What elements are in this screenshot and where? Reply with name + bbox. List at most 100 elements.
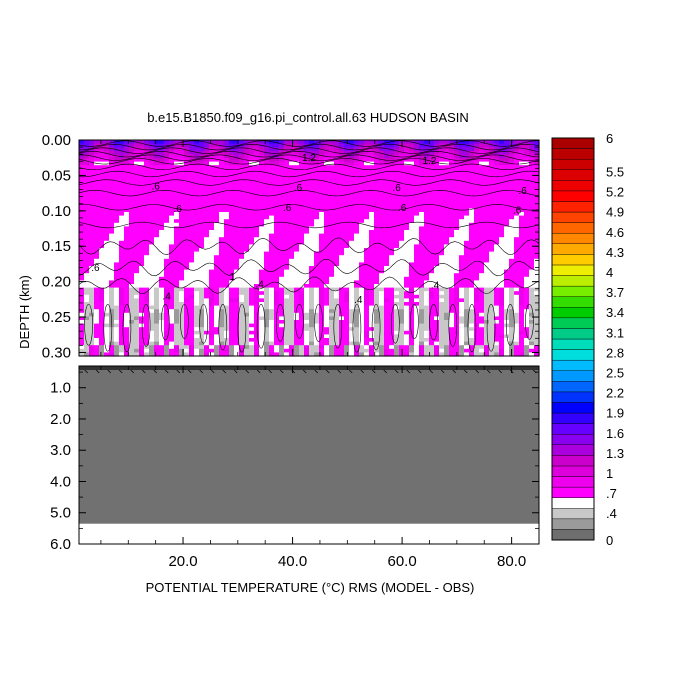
field-cell: [124, 161, 130, 166]
field-cell: [79, 248, 85, 253]
field-cell: [274, 226, 280, 231]
field-cell: [444, 190, 450, 195]
field-cell: [134, 280, 140, 285]
field-cell: [84, 190, 90, 195]
field-cell: [294, 327, 300, 332]
field-cell: [454, 226, 460, 231]
field-cell: [199, 262, 205, 267]
field-cell: [99, 172, 105, 177]
field-cell: [89, 186, 95, 191]
field-cell: [129, 179, 135, 184]
field-cell: [404, 168, 410, 173]
field-cell: [319, 248, 325, 253]
field-cell: [354, 345, 360, 350]
field-cell: [414, 215, 420, 220]
field-cell: [434, 186, 440, 191]
field-cell: [219, 176, 225, 181]
field-cell: [99, 204, 105, 209]
field-cell: [409, 233, 415, 238]
field-cell: [294, 176, 300, 181]
field-cell: [214, 226, 220, 231]
field-cell: [484, 215, 490, 220]
field-cell: [199, 327, 205, 332]
field-cell: [199, 244, 205, 249]
field-cell: [489, 273, 495, 278]
field-cell: [379, 226, 385, 231]
field-cell: [279, 143, 285, 148]
field-cell: [314, 266, 320, 271]
field-cell: [329, 345, 335, 350]
field-cell: [359, 341, 365, 346]
field-cell: [394, 280, 400, 285]
field-cell: [304, 154, 310, 159]
field-cell: [259, 284, 265, 289]
field-cell: [349, 168, 355, 173]
field-cell: [444, 233, 450, 238]
field-cell: [104, 179, 110, 184]
field-cell: [169, 255, 175, 260]
field-cell: [469, 183, 475, 188]
field-cell: [394, 204, 400, 209]
field-cell: [229, 276, 235, 281]
field-cell: [114, 269, 120, 274]
field-cell: [94, 269, 100, 274]
field-cell: [234, 305, 240, 310]
field-cell: [459, 215, 465, 220]
field-cell: [469, 316, 475, 321]
field-cell: [129, 143, 135, 148]
field-cell: [484, 316, 490, 321]
field-cell: [439, 341, 445, 346]
field-cell: [124, 154, 130, 159]
field-cell: [284, 345, 290, 350]
field-cell: [284, 226, 290, 231]
field-cell: [439, 294, 445, 299]
field-cell: [224, 212, 230, 217]
field-cell: [444, 226, 450, 231]
field-cell: [99, 208, 105, 213]
field-cell: [409, 226, 415, 231]
field-cell: [404, 287, 410, 292]
field-cell: [489, 183, 495, 188]
field-cell: [289, 204, 295, 209]
field-cell: [94, 215, 100, 220]
field-cell: [169, 190, 175, 195]
field-cell: [159, 186, 165, 191]
field-cell: [149, 269, 155, 274]
field-cell: [199, 212, 205, 217]
field-cell: [319, 302, 325, 307]
field-cell: [234, 140, 240, 145]
field-cell: [219, 197, 225, 202]
field-cell: [199, 305, 205, 310]
field-cell: [469, 262, 475, 267]
field-cell: [474, 316, 480, 321]
field-cell: [314, 345, 320, 350]
field-cell: [469, 330, 475, 335]
field-cell: [489, 330, 495, 335]
field-cell: [434, 158, 440, 163]
field-cell: [119, 222, 125, 227]
field-cell: [244, 294, 250, 299]
field-cell: [149, 302, 155, 307]
field-cell: [399, 323, 405, 328]
field-cell: [489, 341, 495, 346]
field-cell: [374, 204, 380, 209]
field-cell: [494, 190, 500, 195]
field-cell: [399, 309, 405, 314]
field-cell: [434, 294, 440, 299]
field-cell: [314, 327, 320, 332]
field-cell: [364, 309, 370, 314]
field-cell: [259, 294, 265, 299]
field-cell: [264, 190, 270, 195]
field-cell: [254, 276, 260, 281]
field-cell: [314, 280, 320, 285]
field-cell: [184, 320, 190, 325]
field-cell: [414, 251, 420, 256]
field-cell: [414, 172, 420, 177]
field-cell: [104, 150, 110, 155]
field-cell: [344, 140, 350, 145]
field-cell: [199, 219, 205, 224]
field-cell: [209, 255, 215, 260]
field-cell: [384, 305, 390, 310]
field-cell: [279, 276, 285, 281]
field-cell: [379, 284, 385, 289]
